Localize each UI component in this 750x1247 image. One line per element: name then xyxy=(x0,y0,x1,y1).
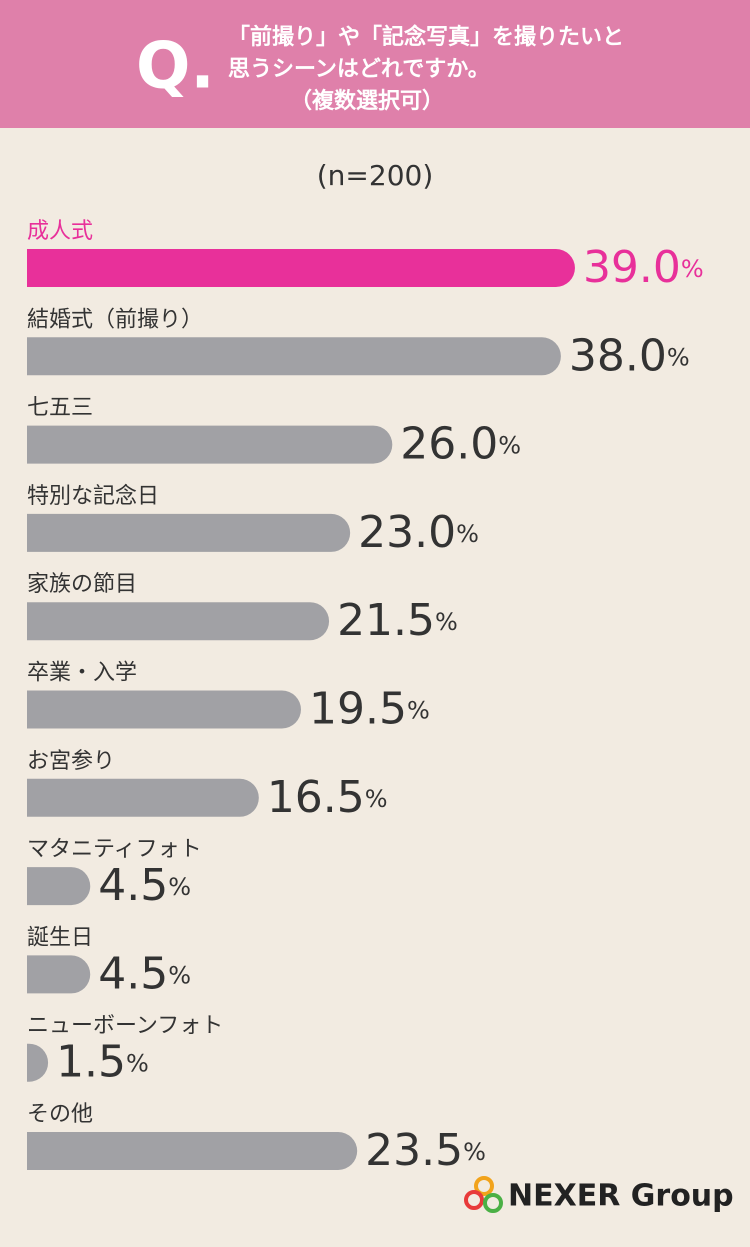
value-label: 1.5% xyxy=(56,1037,149,1088)
value-label: 16.5% xyxy=(267,772,388,823)
category-label: その他 xyxy=(27,1102,93,1127)
category-label: お宮参り xyxy=(27,749,115,774)
category-label: 成人式 xyxy=(27,219,93,244)
value-label: 19.5% xyxy=(309,684,430,735)
bar xyxy=(27,513,351,552)
value-label: 39.0% xyxy=(583,242,704,293)
bar xyxy=(27,602,330,641)
header-band xyxy=(0,0,750,128)
bar xyxy=(27,1132,358,1170)
category-label: 七五三 xyxy=(27,396,93,421)
category-label: 卒業・入学 xyxy=(27,661,137,686)
value-label: 21.5% xyxy=(337,595,458,646)
value-label: 26.0% xyxy=(400,419,521,470)
value-label: 4.5% xyxy=(98,860,191,911)
source-logo: NEXER Group xyxy=(508,1179,734,1214)
category-label: 結婚式（前撮り） xyxy=(27,307,203,332)
subtitle: (n=200) xyxy=(317,159,434,192)
bar xyxy=(27,690,301,729)
category-label: 誕生日 xyxy=(27,925,93,950)
value-label: 23.5% xyxy=(365,1125,486,1176)
bar xyxy=(27,249,575,287)
bar xyxy=(27,955,91,994)
title-line: 思うシーンはどれですか。 xyxy=(228,57,490,82)
bar xyxy=(27,1043,49,1082)
value-label: 38.0% xyxy=(569,330,690,381)
category-label: 家族の節目 xyxy=(27,572,137,597)
category-label: マタニティフォト xyxy=(27,837,202,862)
bar xyxy=(27,867,91,906)
bar xyxy=(27,425,393,464)
category-label: 特別な記念日 xyxy=(27,484,159,509)
title-line: 「前撮り」や「記念写真」を撮りたいと xyxy=(228,24,624,50)
category-label: ニューボーンフォト xyxy=(27,1014,223,1039)
bar xyxy=(27,337,561,376)
value-label: 23.0% xyxy=(358,507,479,558)
title-line: （複数選択可） xyxy=(290,88,444,114)
badge: Q. xyxy=(136,30,215,104)
value-label: 4.5% xyxy=(98,948,191,999)
logo-icon xyxy=(464,1176,503,1213)
bar xyxy=(27,778,259,817)
